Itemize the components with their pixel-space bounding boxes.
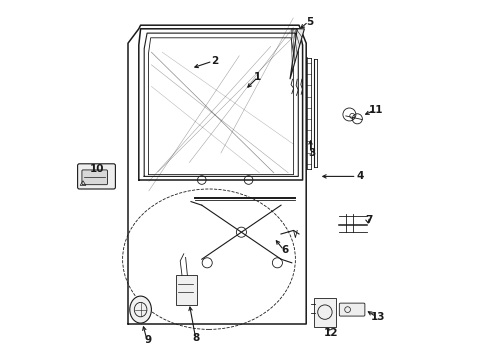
Ellipse shape bbox=[130, 296, 151, 323]
Text: 3: 3 bbox=[308, 148, 315, 158]
FancyBboxPatch shape bbox=[339, 303, 365, 316]
Text: 6: 6 bbox=[281, 245, 288, 255]
Text: 8: 8 bbox=[193, 333, 200, 343]
Polygon shape bbox=[290, 29, 304, 79]
Text: 2: 2 bbox=[211, 56, 218, 66]
FancyBboxPatch shape bbox=[315, 298, 336, 327]
Text: 4: 4 bbox=[357, 171, 364, 181]
FancyBboxPatch shape bbox=[176, 275, 197, 305]
Text: 5: 5 bbox=[306, 17, 314, 27]
Text: 7: 7 bbox=[366, 215, 373, 225]
Text: 9: 9 bbox=[144, 335, 151, 345]
FancyBboxPatch shape bbox=[77, 164, 116, 189]
Text: 13: 13 bbox=[371, 312, 386, 322]
FancyBboxPatch shape bbox=[82, 170, 107, 185]
Text: 1: 1 bbox=[254, 72, 261, 82]
Text: 12: 12 bbox=[324, 328, 339, 338]
Text: 10: 10 bbox=[90, 164, 105, 174]
Text: 11: 11 bbox=[369, 105, 384, 115]
